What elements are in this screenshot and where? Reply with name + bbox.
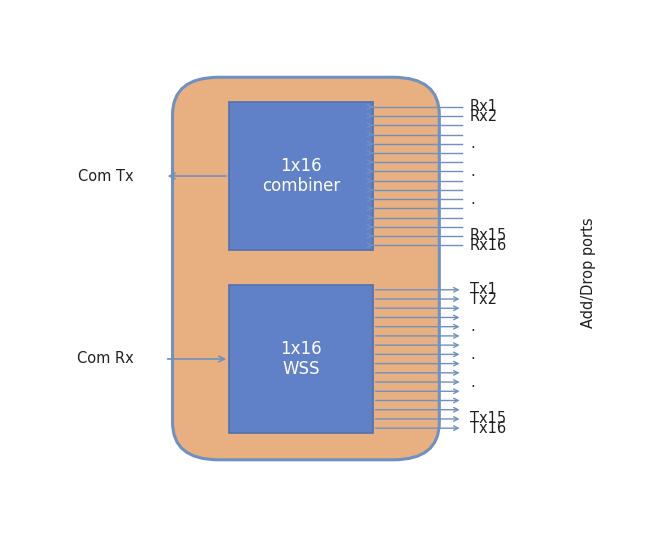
Text: Tx15: Tx15 — [470, 411, 506, 427]
FancyBboxPatch shape — [229, 102, 373, 250]
Text: Rx15: Rx15 — [470, 228, 507, 244]
FancyBboxPatch shape — [229, 285, 373, 433]
Text: 1x16
WSS: 1x16 WSS — [280, 340, 322, 379]
Text: Add/Drop ports: Add/Drop ports — [581, 218, 596, 328]
Text: Com Rx: Com Rx — [77, 352, 134, 367]
Text: Tx2: Tx2 — [470, 292, 497, 307]
Text: .: . — [470, 136, 475, 151]
Text: .: . — [470, 319, 475, 334]
Text: .: . — [470, 375, 475, 389]
Text: Com Tx: Com Tx — [78, 168, 134, 184]
Text: .: . — [470, 164, 475, 179]
Text: Rx16: Rx16 — [470, 238, 507, 253]
Text: Tx16: Tx16 — [470, 421, 506, 436]
Text: 1x16
combiner: 1x16 combiner — [261, 157, 340, 195]
Text: .: . — [470, 347, 475, 362]
Text: .: . — [470, 192, 475, 207]
Text: Rx2: Rx2 — [470, 109, 498, 124]
FancyBboxPatch shape — [173, 77, 440, 460]
Text: Rx1: Rx1 — [470, 99, 498, 114]
Text: Tx1: Tx1 — [470, 282, 497, 298]
